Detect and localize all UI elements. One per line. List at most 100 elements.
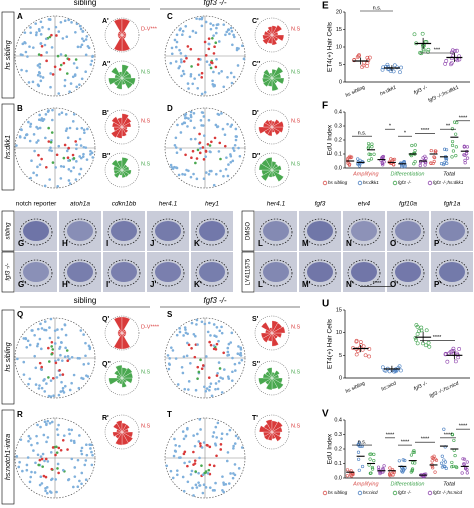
rose-wedge bbox=[121, 330, 127, 334]
rose-wedge bbox=[121, 422, 127, 433]
cell-dot bbox=[61, 468, 65, 472]
cell-dot bbox=[36, 342, 40, 346]
cell-dot bbox=[181, 371, 185, 375]
sample-dot bbox=[461, 457, 465, 461]
cell-dot bbox=[64, 346, 67, 350]
cell-dot bbox=[25, 468, 29, 472]
y-tick-label: 0.2 bbox=[334, 446, 342, 452]
cell-dot bbox=[199, 428, 202, 431]
sample-dot bbox=[381, 155, 385, 159]
sample-dot bbox=[455, 465, 459, 470]
cell-dot bbox=[29, 176, 32, 180]
cell-dot bbox=[198, 484, 201, 487]
cell-dot bbox=[200, 71, 204, 75]
cell-dot bbox=[205, 171, 208, 174]
sample-dot bbox=[361, 63, 366, 68]
cell-dot bbox=[79, 156, 83, 160]
panel-letter: J bbox=[150, 239, 154, 248]
rose-wedge bbox=[113, 316, 123, 334]
cell-dot bbox=[217, 339, 220, 343]
cell-dot bbox=[81, 37, 84, 40]
cell-dot bbox=[68, 432, 71, 436]
cell-dot bbox=[196, 365, 200, 369]
cell-dot bbox=[44, 113, 48, 116]
legend-label: hs sibling bbox=[328, 180, 348, 185]
cell-dot bbox=[214, 425, 218, 429]
rose-wedge bbox=[271, 374, 279, 379]
sample-dot bbox=[417, 329, 422, 333]
column-header: her4.1 bbox=[267, 201, 286, 208]
sample-dot bbox=[465, 471, 469, 475]
cell-dot bbox=[186, 480, 190, 484]
sample-dot bbox=[410, 469, 414, 473]
cell-dot bbox=[207, 468, 211, 472]
cell-dot bbox=[204, 486, 208, 489]
cell-dot bbox=[85, 35, 89, 38]
sample-dot bbox=[367, 55, 372, 60]
cell-dot bbox=[59, 63, 63, 67]
stain bbox=[439, 221, 465, 241]
cell-dot bbox=[187, 380, 191, 383]
sample-dot bbox=[369, 157, 374, 161]
cell-dot bbox=[44, 328, 48, 332]
y-tick-label: 0.1 bbox=[334, 151, 342, 157]
row-label: sibling bbox=[6, 222, 12, 240]
cell-dot bbox=[198, 456, 201, 460]
sample-dot bbox=[434, 458, 439, 462]
cell-dot bbox=[166, 354, 170, 357]
panel-letter: D'' bbox=[252, 153, 261, 160]
cell-dot bbox=[77, 386, 81, 390]
cell-dot bbox=[214, 172, 218, 176]
cell-dot bbox=[84, 341, 87, 345]
cell-dot bbox=[45, 51, 49, 54]
cell-dot bbox=[61, 386, 65, 390]
cell-dot bbox=[208, 340, 211, 344]
sample-dot bbox=[454, 154, 458, 158]
cell-dot bbox=[221, 377, 225, 380]
sample-dot bbox=[465, 152, 469, 156]
cell-dot bbox=[57, 30, 61, 33]
cell-dot bbox=[189, 72, 193, 76]
cell-dot bbox=[176, 383, 180, 386]
rose-wedge bbox=[259, 425, 273, 433]
cell-dot bbox=[25, 133, 29, 136]
panel-letter: N' bbox=[346, 280, 354, 289]
cell-dot bbox=[208, 144, 212, 147]
cell-dot bbox=[24, 337, 27, 340]
cell-dot bbox=[47, 394, 51, 398]
cell-dot bbox=[29, 122, 33, 126]
cell-dot bbox=[59, 53, 63, 56]
cell-dot bbox=[203, 40, 207, 44]
sample-dot bbox=[433, 470, 437, 474]
group-label: Differentiation bbox=[391, 171, 425, 177]
column-header: fgf3 -/- bbox=[203, 0, 226, 7]
rose-boundary bbox=[254, 17, 290, 53]
cell-dot bbox=[55, 445, 58, 449]
cell-dot bbox=[224, 482, 228, 486]
cell-dot bbox=[61, 438, 65, 442]
cell-dot bbox=[25, 463, 29, 467]
cell-dot bbox=[186, 82, 190, 85]
legend-marker bbox=[427, 180, 433, 186]
cell-dot bbox=[208, 463, 212, 467]
cell-dot bbox=[80, 446, 84, 450]
cell-dot bbox=[211, 489, 215, 492]
cell-dot bbox=[208, 63, 212, 67]
cell-dot bbox=[50, 33, 53, 37]
rose-wedge bbox=[121, 372, 133, 379]
significance: **** bbox=[421, 128, 430, 134]
cell-dot bbox=[188, 460, 191, 464]
cell-dot bbox=[214, 481, 217, 485]
legend-label: hs:dkk1 bbox=[363, 180, 379, 185]
cell-dot bbox=[34, 22, 37, 25]
rose-wedge bbox=[121, 169, 132, 175]
sample-dot bbox=[457, 57, 462, 62]
cell-dot bbox=[57, 358, 60, 362]
cell-dot bbox=[187, 117, 190, 120]
cell-dot bbox=[38, 113, 41, 117]
legend-marker bbox=[357, 180, 363, 186]
outline bbox=[259, 218, 293, 246]
cell-dot bbox=[33, 333, 36, 337]
sample-dot bbox=[369, 452, 373, 456]
panel-letter: N bbox=[346, 239, 352, 248]
